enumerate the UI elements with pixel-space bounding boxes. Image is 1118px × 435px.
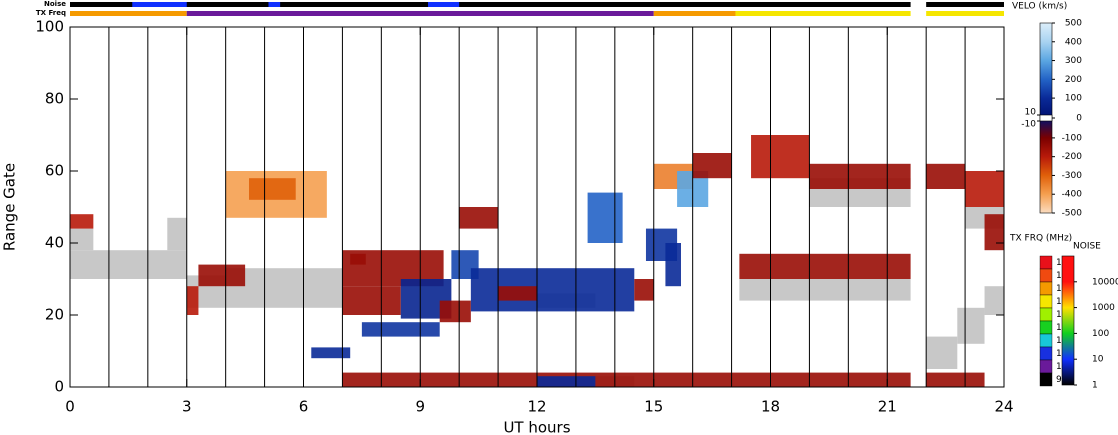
y-tick-label: 40 — [45, 234, 64, 252]
velocity-patch — [809, 163, 911, 189]
noise-segment — [268, 2, 281, 7]
freq-segment — [186, 11, 654, 16]
velocity-patch — [926, 372, 985, 387]
freq-band — [1039, 346, 1053, 361]
velocity-patch — [498, 286, 537, 301]
y-tick-label: 20 — [45, 306, 64, 324]
y-axis-label: Range Gate — [1, 163, 19, 251]
velocity-patch — [70, 214, 94, 229]
freq-band — [1039, 281, 1053, 296]
velocity-patch — [470, 268, 635, 312]
noise-tick-label: 10 — [1092, 355, 1104, 365]
freq-segment — [70, 11, 187, 16]
ground-scatter — [70, 250, 187, 279]
x-tick-label: 21 — [878, 398, 897, 416]
ground-scatter — [957, 307, 985, 344]
freq-band — [1039, 307, 1053, 322]
freq-band — [1039, 294, 1053, 309]
noise-tick-label: 10000 — [1092, 277, 1118, 287]
noise-segment — [132, 2, 187, 7]
velo-tick-label: 100 — [1065, 94, 1082, 104]
velocity-patch — [311, 347, 351, 359]
velocity-patch — [634, 279, 654, 301]
freq-tick-label: 9 — [1056, 375, 1062, 385]
velo-small-label: -10 — [1021, 120, 1036, 130]
velocity-patch — [342, 372, 911, 387]
noise-segment — [428, 2, 460, 7]
velocity-patch — [459, 207, 499, 229]
noise-label: Noise — [44, 0, 66, 8]
y-tick-label: 60 — [45, 162, 64, 180]
freq-band — [1039, 320, 1053, 335]
x-tick-label: 0 — [65, 398, 75, 416]
x-axis-label: UT hours — [503, 419, 570, 435]
y-tick-label: 0 — [54, 378, 64, 396]
freq-label: TX Freq — [36, 9, 66, 17]
velocity-patch — [751, 135, 810, 179]
velo-tick-label: -200 — [1062, 152, 1083, 162]
velo-tick-label: 500 — [1065, 19, 1082, 29]
ground-scatter — [225, 268, 343, 287]
x-tick-label: 6 — [299, 398, 309, 416]
ground-scatter — [984, 286, 1004, 315]
freq-band — [1039, 268, 1053, 283]
velocity-patch — [439, 300, 471, 323]
ground-scatter — [739, 279, 911, 301]
freq-band — [1039, 372, 1053, 387]
noise-segment — [70, 2, 911, 7]
velo-tick-label: -100 — [1062, 133, 1083, 143]
velocity-patch — [537, 376, 596, 387]
noise-colorbar — [1061, 255, 1075, 386]
velocity-patch — [739, 253, 911, 279]
velocity-patch — [198, 264, 246, 287]
velo-tick-label: 200 — [1065, 75, 1082, 85]
x-tick-label: 9 — [415, 398, 425, 416]
x-tick-label: 18 — [761, 398, 780, 416]
ground-scatter — [167, 217, 187, 251]
velo-title: VELO (km/s) — [1012, 2, 1067, 12]
velocity-patch — [361, 322, 440, 337]
y-tick-label: 80 — [45, 90, 64, 108]
velo-tick-label: 400 — [1065, 37, 1082, 47]
x-tick-label: 12 — [527, 398, 546, 416]
freq-segment — [735, 11, 911, 16]
noise-tick-label: 1 — [1092, 381, 1098, 391]
velo-tick-label: 0 — [1076, 114, 1082, 124]
velo-tick-label: 300 — [1065, 56, 1082, 66]
velocity-patch — [984, 214, 1004, 251]
noise-tick-label: 1000 — [1092, 303, 1115, 313]
velocity-patch — [186, 286, 199, 315]
velo-zero-band — [1039, 114, 1053, 122]
ground-scatter — [926, 336, 958, 369]
velo-small-label: 10 — [1025, 108, 1037, 118]
freq-segment — [653, 11, 736, 16]
noise-tick-label: 100 — [1092, 329, 1109, 339]
velocity-patch — [342, 286, 401, 315]
velocity-patch — [965, 171, 1004, 207]
velocity-patch — [665, 243, 681, 287]
velocity-patch — [249, 178, 296, 200]
freq-band — [1039, 359, 1053, 374]
x-tick-label: 24 — [994, 398, 1013, 416]
freq-band — [1039, 333, 1053, 348]
noise-segment — [926, 2, 1004, 7]
velocity-patch — [350, 253, 366, 265]
freq-band — [1039, 255, 1053, 270]
freq-segment — [926, 11, 1004, 16]
velo-tick-label: -300 — [1062, 171, 1083, 181]
x-tick-label: 3 — [182, 398, 192, 416]
freq-title: TX FRQ (MHz) — [1009, 234, 1072, 244]
velo-tick-label: -500 — [1062, 209, 1083, 219]
velocity-patch — [692, 153, 732, 179]
noise-title: NOISE — [1073, 242, 1101, 252]
ground-scatter — [70, 228, 94, 251]
x-tick-label: 15 — [644, 398, 663, 416]
velocity-patch — [926, 163, 966, 189]
velocity-patch — [587, 192, 623, 243]
velo-tick-label: -400 — [1062, 190, 1083, 200]
y-tick-label: 100 — [35, 18, 64, 36]
